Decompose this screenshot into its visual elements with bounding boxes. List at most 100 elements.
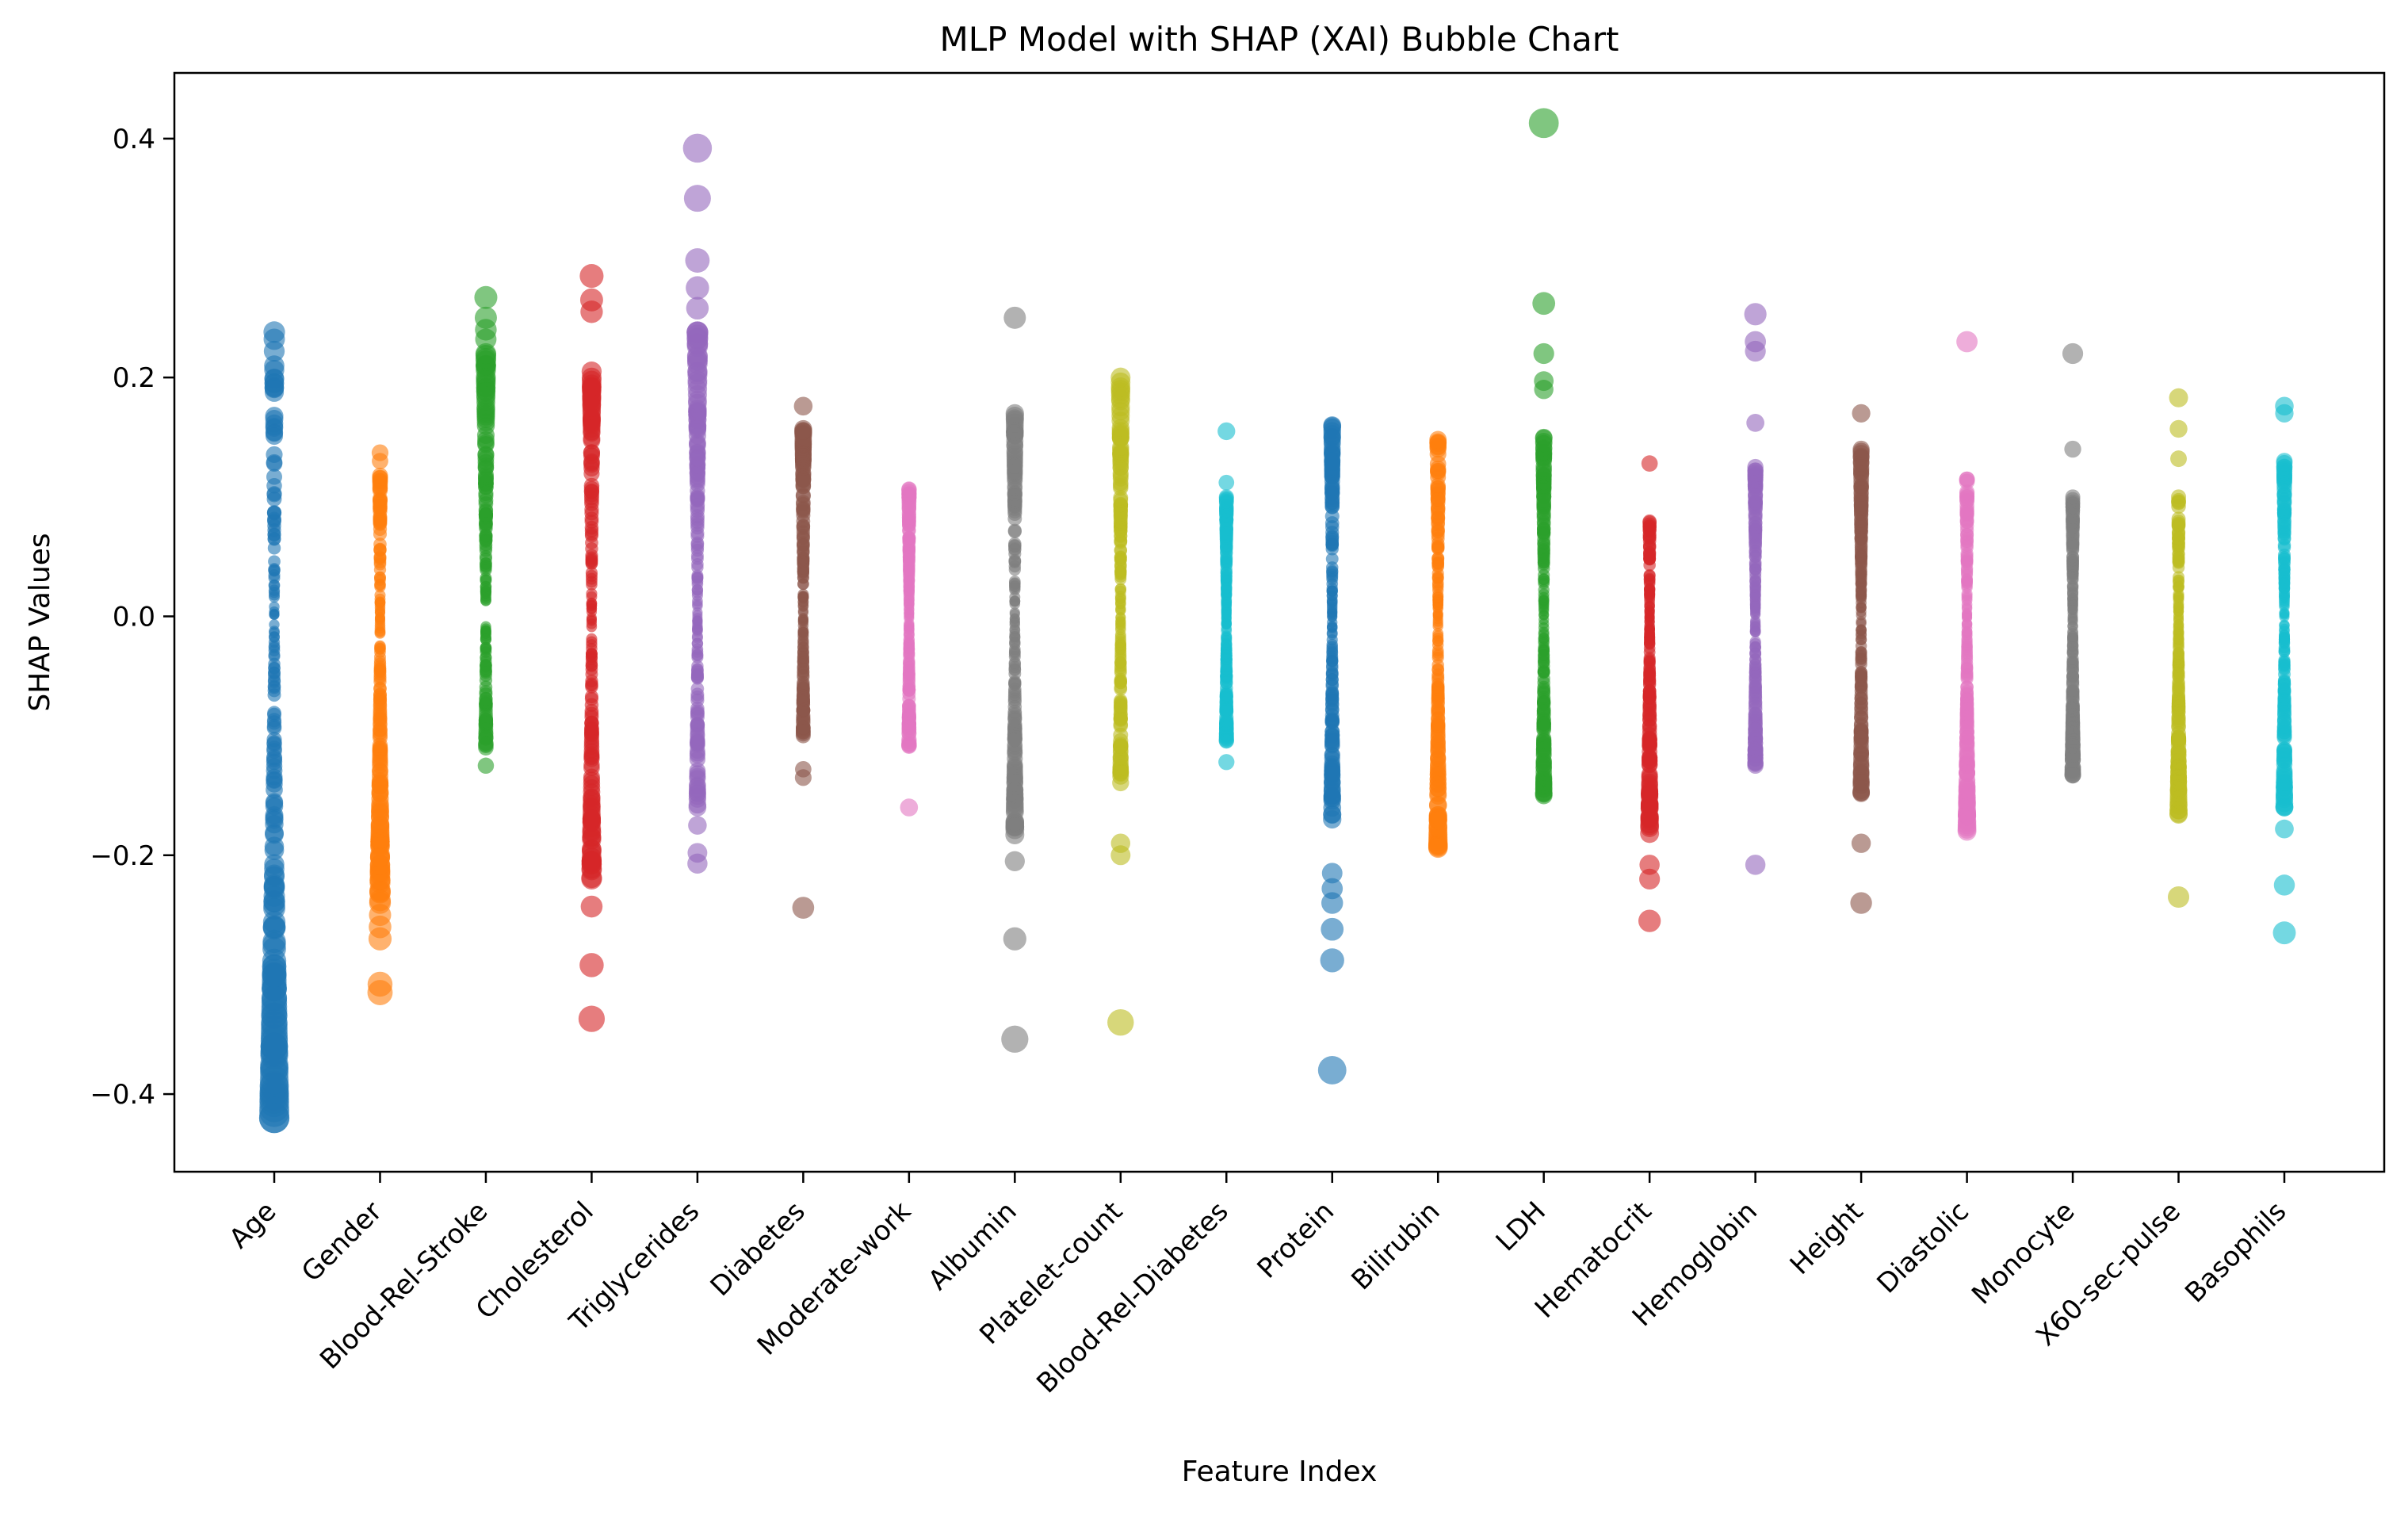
data-point	[794, 419, 812, 438]
data-point	[1430, 733, 1446, 750]
series-protein	[1317, 416, 1347, 1085]
data-point	[2278, 563, 2291, 576]
data-point	[1430, 717, 1446, 733]
data-point	[264, 355, 285, 376]
data-point	[1007, 732, 1022, 748]
data-point	[373, 664, 387, 678]
data-point	[2276, 743, 2292, 759]
data-point	[2173, 571, 2185, 583]
data-point	[1856, 602, 1867, 614]
data-point	[1536, 716, 1551, 731]
data-point	[1749, 647, 1762, 660]
data-point	[690, 706, 705, 721]
outlier-point	[580, 895, 603, 918]
data-point	[690, 717, 705, 733]
data-point	[1748, 706, 1763, 721]
series-albumin	[1001, 306, 1029, 1053]
data-point	[585, 663, 598, 676]
data-point	[1114, 675, 1127, 690]
data-point	[374, 640, 386, 652]
data-point	[1006, 427, 1024, 445]
outlier-point	[1110, 845, 1131, 866]
data-point	[2170, 733, 2187, 748]
data-point	[1113, 711, 1128, 726]
series-height	[1850, 404, 1872, 914]
data-point	[2171, 720, 2186, 735]
plot-frame	[173, 71, 2386, 1173]
data-point	[479, 694, 493, 709]
x-axis-label: Feature Index	[1182, 1456, 1378, 1488]
data-point	[1749, 621, 1761, 632]
data-point	[2066, 678, 2080, 692]
data-point	[1643, 656, 1656, 668]
data-point	[2172, 555, 2185, 568]
data-point	[262, 937, 286, 962]
data-point	[2173, 580, 2184, 592]
data-point	[1324, 708, 1340, 723]
data-point	[2173, 648, 2184, 660]
data-point	[373, 711, 388, 726]
outlier-point	[1217, 422, 1236, 441]
data-point	[1640, 794, 1659, 813]
data-point	[691, 649, 704, 662]
data-point	[268, 641, 281, 654]
data-point	[1005, 404, 1024, 423]
data-point	[1326, 596, 1338, 607]
outlier-point	[258, 1103, 290, 1134]
data-point	[372, 467, 388, 484]
data-point	[797, 671, 810, 684]
x-tick-label: Monocyte	[1966, 1196, 2081, 1310]
data-point	[2278, 633, 2291, 645]
outlier-point	[260, 1032, 289, 1061]
data-point	[2171, 694, 2186, 708]
series-blood-rel-stroke	[474, 285, 498, 775]
data-point	[266, 469, 283, 485]
data-point	[268, 631, 281, 643]
data-point	[1747, 458, 1764, 476]
data-point	[1220, 652, 1233, 665]
data-point	[1112, 764, 1129, 782]
data-point	[1326, 585, 1338, 598]
data-point	[1114, 568, 1127, 580]
series-monocyte	[2062, 342, 2084, 784]
data-point	[1327, 609, 1338, 620]
data-point	[1538, 632, 1550, 644]
data-point	[1535, 741, 1552, 758]
series-hematocrit	[1638, 455, 1661, 932]
data-point	[2171, 489, 2187, 505]
outlier-point	[2170, 450, 2187, 468]
data-point	[1327, 617, 1338, 628]
data-point	[1325, 553, 1339, 565]
data-point	[1853, 733, 1869, 748]
data-point	[1112, 470, 1129, 487]
data-point	[1959, 764, 1976, 782]
outlier-point	[367, 980, 393, 1005]
data-point	[901, 717, 917, 733]
data-point	[479, 522, 493, 536]
data-point	[264, 840, 285, 860]
data-point	[1643, 638, 1656, 650]
data-point	[1115, 616, 1126, 627]
data-point	[2173, 601, 2184, 613]
data-point	[266, 446, 283, 463]
outlier-point	[686, 296, 709, 320]
outlier-point	[1003, 927, 1026, 951]
data-point	[1431, 701, 1446, 716]
data-point	[1431, 687, 1445, 701]
data-point	[1855, 666, 1868, 679]
outlier-point	[688, 816, 707, 835]
outlier-point	[2275, 819, 2294, 839]
data-point	[1748, 696, 1763, 710]
data-point	[1958, 782, 1976, 801]
data-point	[2275, 797, 2294, 816]
data-point	[476, 413, 495, 432]
data-point	[1007, 699, 1022, 714]
series-gender	[367, 444, 393, 1005]
data-point	[371, 777, 389, 794]
data-point	[1430, 492, 1446, 507]
data-point	[2066, 559, 2079, 572]
outlier-point	[793, 396, 813, 416]
data-point	[1114, 642, 1127, 655]
data-point	[1644, 599, 1655, 610]
data-point	[903, 629, 915, 641]
